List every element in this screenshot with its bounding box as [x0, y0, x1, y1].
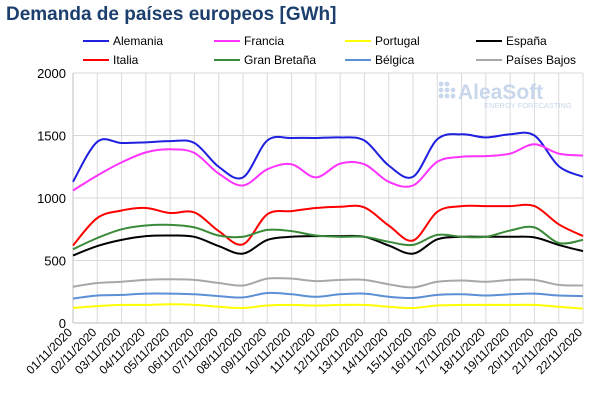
watermark-brand: AleaSoft [458, 81, 543, 104]
series-line [72, 303, 584, 310]
legend-label: Gran Bretaña [244, 53, 316, 67]
legend-label: Alemania [113, 34, 163, 48]
legend-item: Países Bajos [476, 53, 576, 67]
legend-label: Bélgica [375, 53, 415, 67]
chart-title: Demanda de países europeos [GWh] [6, 4, 337, 25]
legend: Alemania Francia Portugal España Italia Gran … [83, 34, 576, 67]
legend-item: Italia [83, 53, 139, 67]
y-tick-label: 1500 [37, 129, 66, 144]
legend-item: Alemania [83, 34, 163, 48]
grid [72, 72, 584, 324]
legend-label: Países Bajos [506, 53, 576, 67]
y-tick-label: 2000 [37, 66, 66, 81]
y-tick-label: 500 [44, 254, 66, 269]
aleasoft-logo-icon [438, 81, 456, 99]
series-line [72, 203, 584, 247]
series-line [72, 277, 584, 289]
series-line [72, 143, 584, 192]
axes: 050010001500200001/11/202002/11/202003/1… [23, 66, 585, 377]
legend-item: Bélgica [345, 53, 415, 67]
legend-label: España [506, 34, 547, 48]
legend-item: Portugal [345, 34, 420, 48]
y-tick-label: 1000 [37, 191, 66, 206]
series-line [72, 234, 584, 257]
series-line [72, 223, 584, 251]
series-lines [72, 131, 584, 310]
legend-label: Italia [113, 53, 139, 67]
legend-label: Portugal [375, 34, 420, 48]
series-line [72, 291, 584, 300]
legend-item: Francia [214, 34, 284, 48]
legend-label: Francia [244, 34, 284, 48]
watermark-logo: AleaSoft ENERGY FORECASTING [438, 81, 572, 110]
legend-item: España [476, 34, 547, 48]
legend-item: Gran Bretaña [214, 53, 316, 67]
y-tick-label: 0 [59, 316, 66, 331]
series-line [72, 131, 584, 183]
watermark-tagline: ENERGY FORECASTING [484, 101, 572, 110]
